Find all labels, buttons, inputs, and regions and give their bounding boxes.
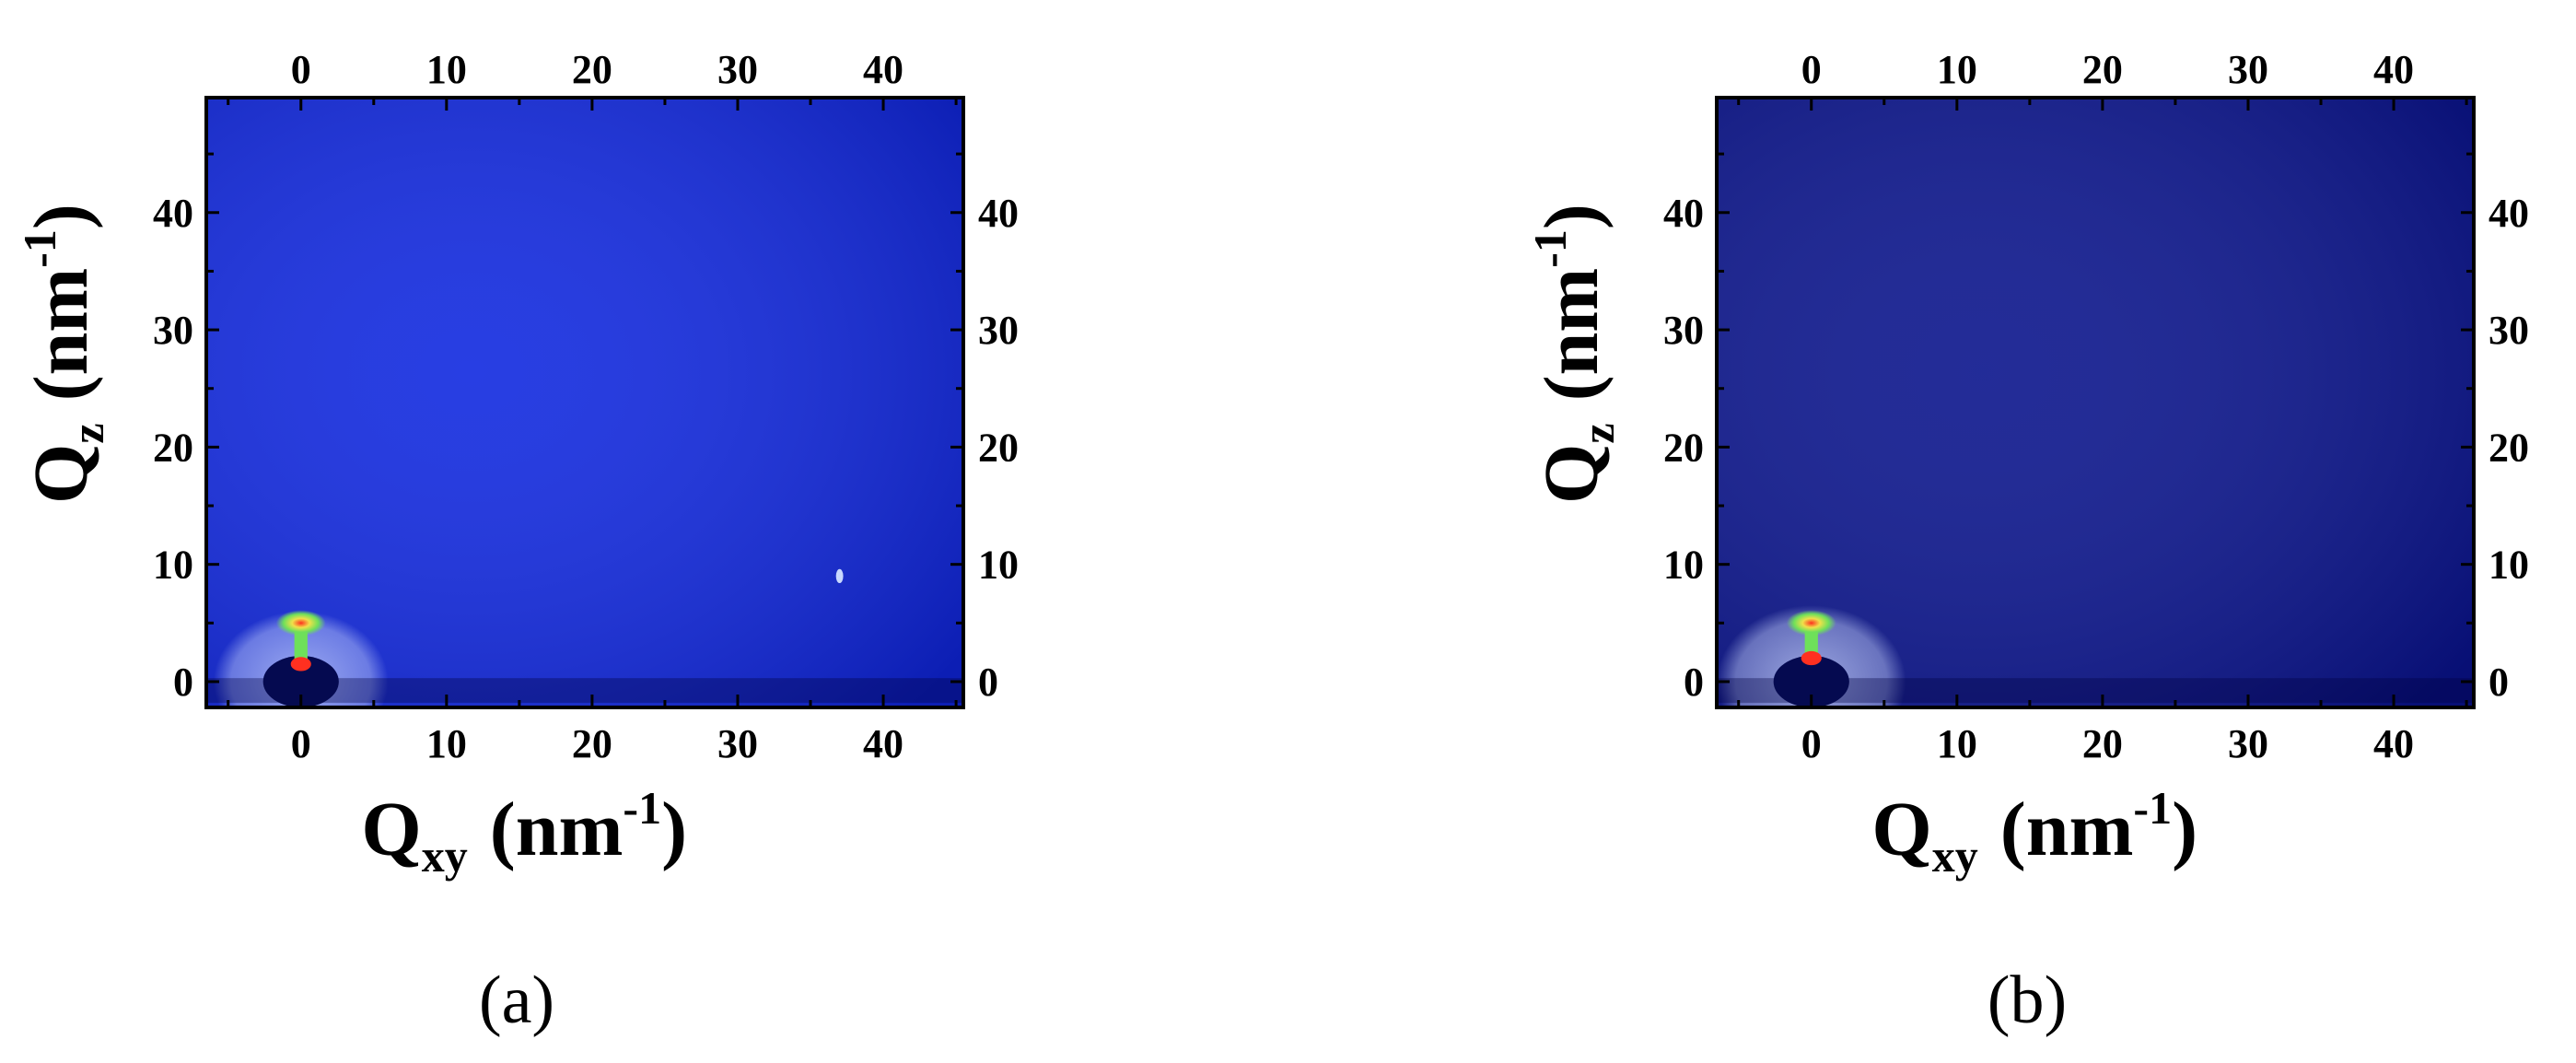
x-tick-label-top: 40: [2373, 47, 2414, 92]
x-tick-label-top: 0: [1801, 47, 1822, 92]
x-tick-label-top: 40: [863, 47, 903, 92]
x-tick-label-bottom: 0: [291, 721, 311, 766]
x-tick-label-bottom: 30: [717, 721, 758, 766]
y-tick-label-left: 0: [1684, 660, 1704, 705]
x-tick-label-bottom: 20: [572, 721, 612, 766]
y-tick-label-left: 30: [153, 308, 193, 353]
x-tick-label-bottom: 10: [1937, 721, 1977, 766]
x-tick-label-bottom: 30: [2228, 721, 2268, 766]
tick-labels-b: 0 0 10 10 20 20 30 30 40 40 0 0 10 10 20 20 30 30 40 40: [1663, 47, 2529, 766]
hotspot: [275, 610, 326, 637]
y-tick-label-right: 40: [2489, 191, 2529, 236]
y-tick-label-left: 10: [153, 543, 193, 588]
x-axis-label-a: Qxy (nm-1): [361, 782, 687, 882]
x-tick-label-bottom: 20: [2082, 721, 2123, 766]
plot-frame-a: [204, 96, 965, 709]
intensity-gradient: [1717, 98, 2474, 707]
intensity-gradient: [206, 98, 963, 707]
x-tick-label-top: 30: [717, 47, 758, 92]
x-tick-label-top: 0: [291, 47, 311, 92]
x-axis-label-b: Qxy (nm-1): [1871, 782, 2197, 882]
x-tick-label-top: 30: [2228, 47, 2268, 92]
y-tick-label-left: 40: [1663, 191, 1704, 236]
heatmap-b: [1717, 98, 2474, 707]
detector-artifact: [835, 568, 844, 584]
plot-frame-b: [1715, 96, 2476, 709]
y-tick-label-right: 30: [978, 308, 1019, 353]
y-tick-label-left: 40: [153, 191, 193, 236]
beamstop-shadow: [262, 655, 339, 707]
ticks-b: [1717, 98, 2474, 707]
y-tick-label-right: 10: [978, 543, 1019, 588]
x-tick-label-top: 10: [1937, 47, 1977, 92]
x-tick-label-bottom: 40: [2373, 721, 2414, 766]
y-tick-label-left: 20: [153, 425, 193, 470]
y-tick-label-left: 20: [1663, 425, 1704, 470]
caption-b: (b): [1987, 963, 2067, 1038]
specular-spot: [290, 657, 311, 672]
y-axis-label-a: Qz(nm-1): [14, 204, 113, 504]
y-tick-label-left: 30: [1663, 308, 1704, 353]
y-axis-label-b: Qz(nm-1): [1524, 204, 1624, 504]
panel-b: 0 0 10 10 20 20 30 30 40 40 0 0 10 10 20 20 30 30 40 40 Qxy…: [1524, 47, 2529, 1038]
x-tick-label-bottom: 40: [863, 721, 903, 766]
specular-spot: [1801, 650, 1822, 666]
caption-a: (a): [479, 963, 554, 1038]
y-tick-label-right: 10: [2489, 543, 2529, 588]
hotspot: [1786, 610, 1836, 637]
y-tick-label-right: 20: [978, 425, 1019, 470]
y-tick-label-right: 0: [978, 660, 998, 705]
panel-a: 0 0 10 10 20 20 30 30 40 40 0 0 10 10 20 20 30 30 40 40 Qxy…: [14, 47, 1019, 1038]
x-tick-label-top: 20: [572, 47, 612, 92]
beamstop-shadow: [1773, 655, 1849, 707]
tick-labels-a: 0 0 10 10 20 20 30 30 40 40 0 0 10 10 20 20 30 30 40 40: [153, 47, 1019, 766]
y-tick-label-right: 20: [2489, 425, 2529, 470]
x-tick-label-top: 20: [2082, 47, 2123, 92]
heatmap-a: [206, 98, 963, 707]
y-tick-label-right: 0: [2489, 660, 2509, 705]
y-tick-label-right: 30: [2489, 308, 2529, 353]
y-tick-label-left: 10: [1663, 543, 1704, 588]
ticks-a: [206, 98, 963, 707]
x-tick-label-bottom: 0: [1801, 721, 1822, 766]
y-tick-label-left: 0: [173, 660, 193, 705]
y-tick-label-right: 40: [978, 191, 1019, 236]
x-tick-label-bottom: 10: [426, 721, 467, 766]
x-tick-label-top: 10: [426, 47, 467, 92]
